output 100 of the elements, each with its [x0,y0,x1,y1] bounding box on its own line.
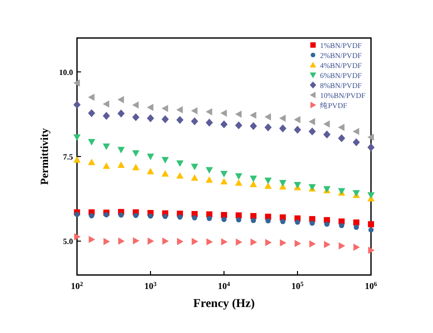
point [294,220,300,225]
point [264,182,272,189]
point [294,240,302,248]
point [323,120,330,128]
point [88,94,94,101]
point [310,220,315,226]
point [294,116,300,124]
point [118,212,124,218]
point [89,213,94,218]
y-axis-title: Permittivity [39,128,51,185]
point [264,178,272,184]
point [236,238,242,246]
point [102,100,110,108]
point [132,150,140,157]
point [177,214,182,220]
point [220,120,228,128]
point [206,216,212,222]
point [117,161,125,168]
point [236,217,242,222]
point [88,158,96,166]
point [221,238,228,246]
point [206,167,213,174]
point [206,108,212,116]
point [88,109,96,118]
point [191,164,198,170]
point [146,154,154,160]
point [220,178,228,184]
point [250,180,257,188]
point [250,176,257,182]
point [338,124,344,131]
point [162,214,168,220]
x-tick-label: 10$^{2}$ [70,280,84,291]
point [353,219,360,226]
point [146,114,154,122]
point [264,123,272,132]
point [102,112,110,120]
point [206,238,213,246]
y-tick-label: 7.5 [63,152,73,162]
point [294,126,302,134]
point [88,139,96,146]
point [74,212,80,217]
point [221,216,227,222]
point [117,96,124,104]
point [176,116,184,124]
point [236,212,242,218]
point [146,168,154,174]
point [250,122,257,130]
point [220,110,227,117]
y-tick-label: 5.0 [63,237,73,246]
point [74,233,81,240]
point [368,227,374,233]
point [162,170,169,177]
point [235,121,242,130]
point [309,240,316,248]
point [176,106,183,114]
point [103,238,110,246]
point [308,127,316,136]
point [162,104,168,112]
point [367,192,375,199]
point [338,134,346,142]
point [118,238,125,245]
point [308,118,316,126]
point [235,173,242,180]
point [102,143,110,150]
point [324,222,330,227]
x-tick-label: 10$^{3}$ [144,280,157,291]
point [148,213,154,219]
point [339,222,344,228]
point [191,117,198,126]
point [192,238,198,246]
point [265,238,272,246]
y-tick-label: 10.0 [59,68,73,77]
point [280,239,286,246]
point [162,157,169,164]
point [266,218,271,224]
point [148,238,154,245]
point [146,104,154,112]
x-tick-label: 10$^{5}$ [291,280,304,291]
point [250,238,257,246]
point [352,138,360,146]
point [162,115,169,124]
point [132,164,140,170]
point [192,215,198,220]
point [132,237,140,244]
point [235,110,242,118]
point [132,113,140,122]
point [250,112,256,119]
point [191,107,198,114]
point [279,114,286,122]
point [133,212,138,218]
point [206,118,213,127]
x-tick-label: 10$^{6}$ [364,280,378,291]
point [352,128,360,136]
point [73,134,81,141]
point [338,242,346,250]
point [279,180,286,187]
point [368,221,374,228]
point [367,143,375,152]
point [73,156,81,163]
point [279,124,286,132]
